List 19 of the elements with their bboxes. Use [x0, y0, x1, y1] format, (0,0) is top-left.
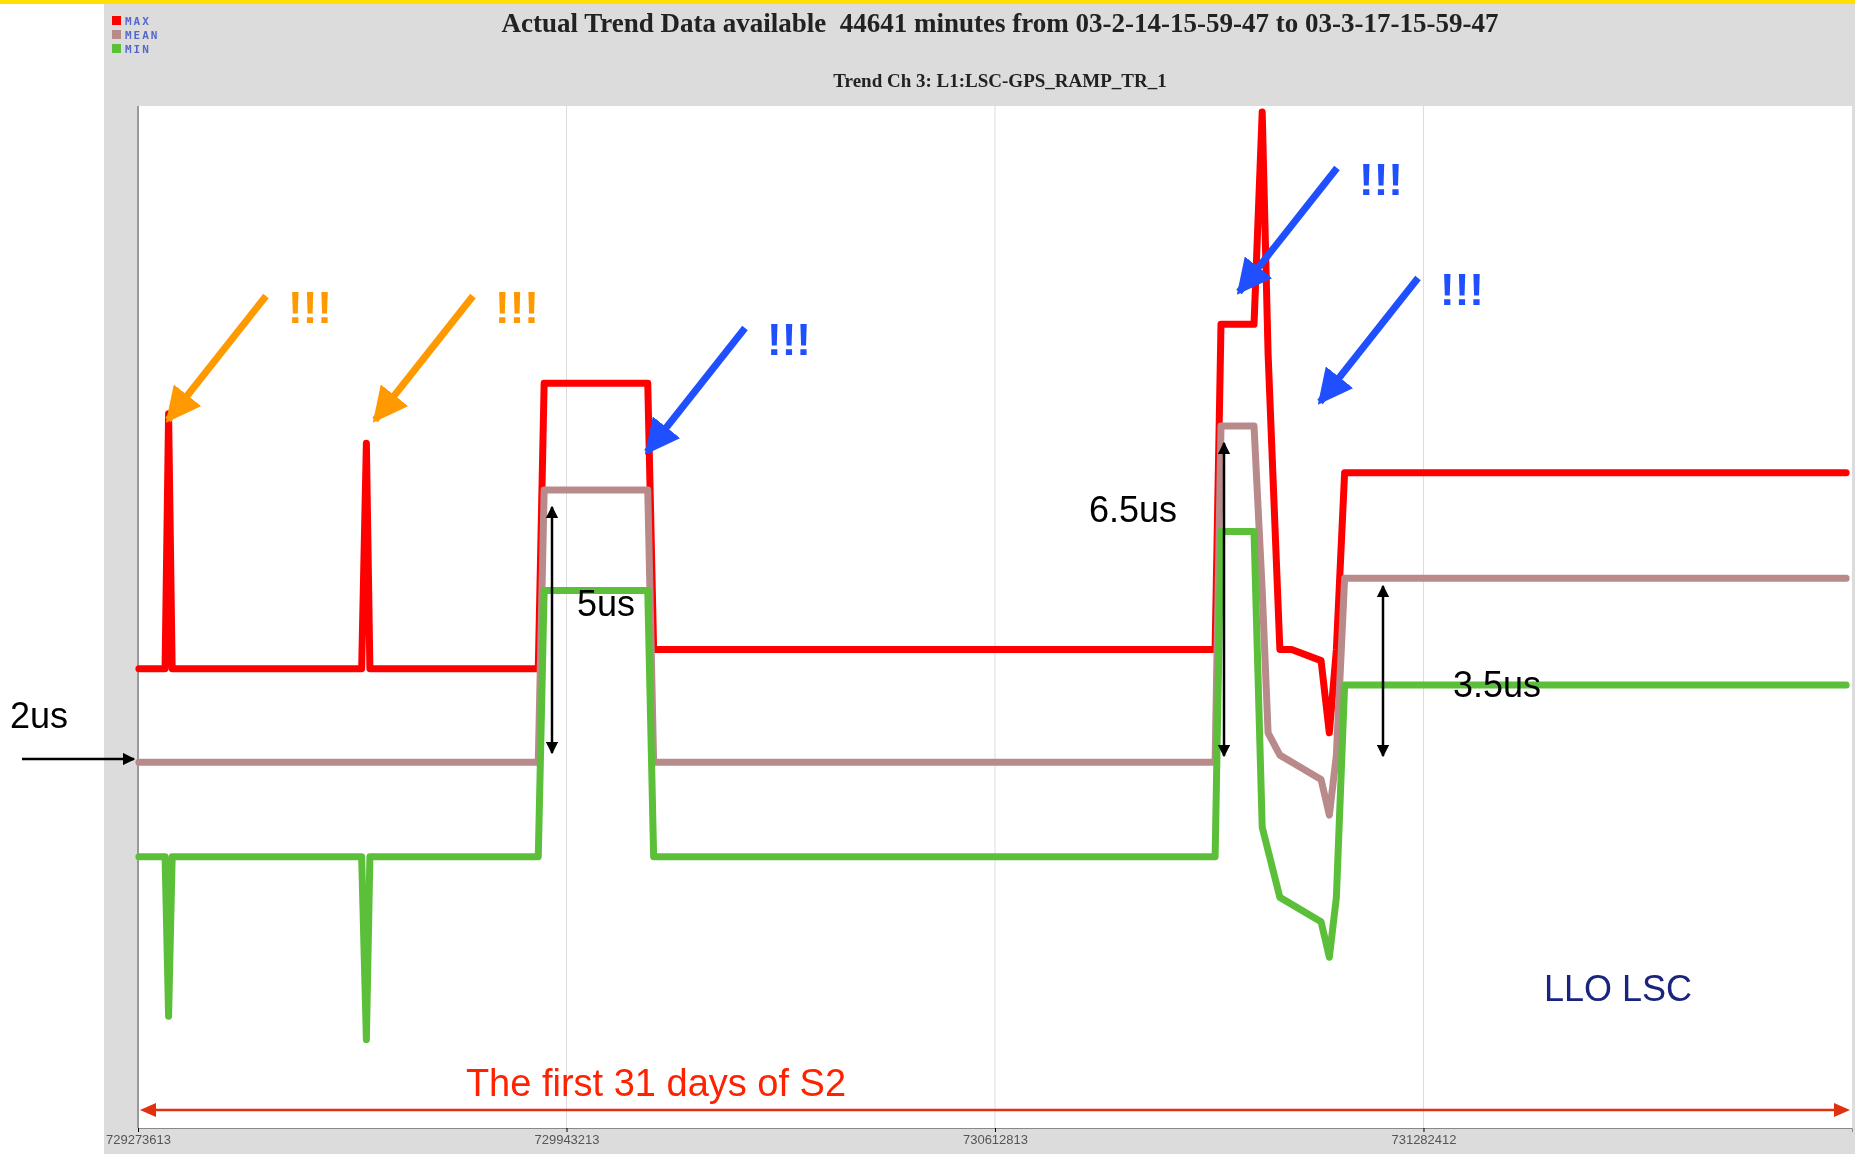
x-tick-label: 729273613 [105, 1132, 172, 1148]
annotation: 5us [576, 582, 636, 624]
chart-subtitle: Trend Ch 3: L1:LSC-GPS_RAMP_TR_1 [833, 70, 1167, 91]
legend-label: MAX [125, 15, 151, 28]
x-tick-label: 729943213 [534, 1132, 600, 1148]
chart-title: Actual Trend Data available 44641 minutes from 03-2-14-15-59-47 to 03-3-17-15-59-47 [501, 8, 1499, 38]
text: 2us [10, 695, 69, 736]
x-tick-label: 730612813 [962, 1132, 1029, 1148]
annotation: !!! [1440, 265, 1484, 315]
annotation: 6.5us [1088, 488, 1178, 530]
annotation: !!! [767, 315, 811, 365]
annotation: LLO LSC [1543, 967, 1693, 1009]
annotation: !!! [288, 283, 332, 333]
annotation: !!! [1359, 155, 1403, 205]
annotation: The first 31 days of S2 [465, 1062, 847, 1104]
legend-label: MIN [125, 43, 151, 56]
legend-label: MEAN [125, 29, 160, 42]
x-tick-label: 731282412 [1391, 1132, 1457, 1148]
annotation: !!! [495, 283, 539, 333]
